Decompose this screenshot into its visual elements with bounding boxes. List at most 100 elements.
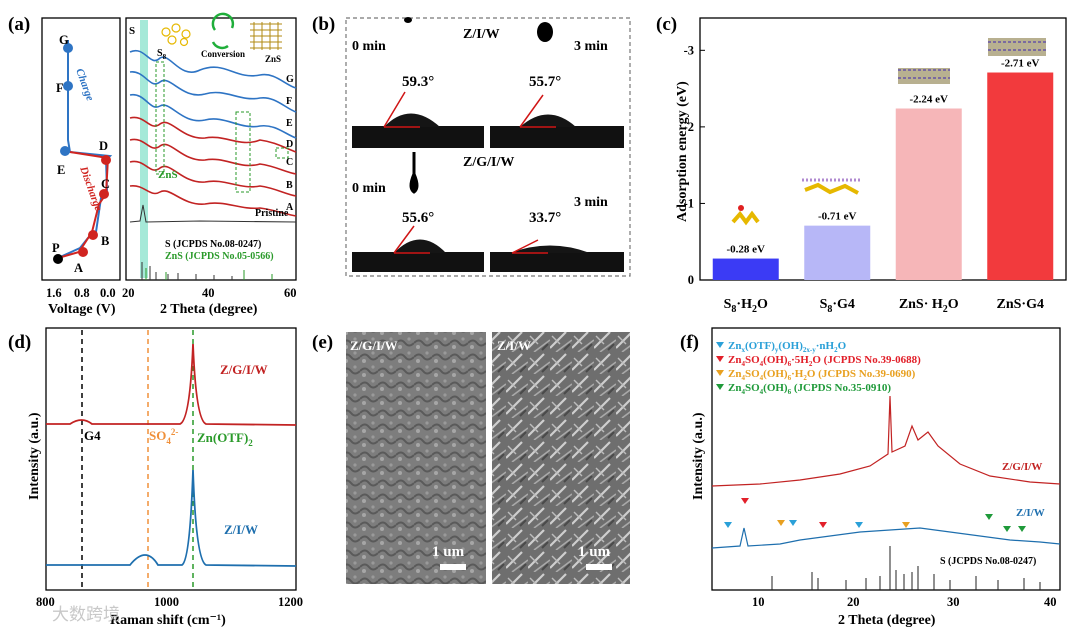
svg-text:60: 60 xyxy=(284,286,297,300)
point-c xyxy=(99,189,109,199)
angle-593: 59.3° xyxy=(402,74,434,90)
bar-value-label-2: -0.71 eV xyxy=(818,211,857,223)
svg-text:800: 800 xyxy=(36,595,55,609)
sem-right-title: Z/I/W xyxy=(497,338,531,353)
panel-d-axes xyxy=(45,327,297,591)
svg-text:Zn4SO4(OH)6 (JCPDS No.35-0910): Zn4SO4(OH)6 (JCPDS No.35-0910) xyxy=(728,382,891,396)
svg-text:C: C xyxy=(101,177,110,191)
panel-d-ylabel: Intensity (a.u.) xyxy=(27,412,42,500)
scale-left-text: 1 um xyxy=(432,544,465,560)
svg-text:B: B xyxy=(286,180,293,191)
xrd-curves xyxy=(129,49,297,223)
svg-text:ZnS: ZnS xyxy=(265,54,281,64)
svg-text:E: E xyxy=(57,163,65,177)
droplet-falling xyxy=(409,152,419,194)
panel-c-yticks: 0 -1 -2 -3 xyxy=(684,43,705,287)
svg-text:10: 10 xyxy=(752,595,765,609)
xrd-f-top-label: Z/G/I/W xyxy=(1002,461,1042,473)
panel-a-xrd-axes xyxy=(125,17,297,281)
sem-left-title: Z/G/I/W xyxy=(350,338,398,353)
y-tick-label-2: -2 xyxy=(684,120,694,134)
point-b xyxy=(88,230,98,240)
panel-f-axes xyxy=(711,327,1061,591)
xrd-f-markers xyxy=(724,498,1026,532)
bar-1 xyxy=(712,258,779,280)
raman-top-label: Z/G/I/W xyxy=(220,362,268,377)
legend-row-0: Znx(OTF)y(OH)2x-y·nH2O xyxy=(716,340,847,354)
so4-label: SO42- xyxy=(149,427,178,446)
panel-f-legend: Znx(OTF)y(OH)2x-y·nH2O Zn4SO4(OH)6·5H2O … xyxy=(716,340,921,396)
bar-2 xyxy=(804,225,871,280)
panel-a-left-xlabel: Voltage (V) xyxy=(48,302,116,317)
panel-c-axes xyxy=(699,17,1067,281)
xrd-f-zgiw-curve xyxy=(711,395,1061,487)
panel-c-xlabels: S8·H2O S8·G4 ZnS· H2O ZnS·G4 xyxy=(724,297,1044,315)
zi-w-title: Z/I/W xyxy=(463,27,500,42)
svg-text:E: E xyxy=(286,118,293,129)
sem-image-zgiw xyxy=(346,332,486,584)
panel-c-label: (c) xyxy=(656,14,677,35)
time-3-bottom: 3 min xyxy=(574,195,608,210)
zns-peak-box-2 xyxy=(235,111,251,193)
drop-top-right xyxy=(520,114,576,127)
bar-value-label-1: -0.28 eV xyxy=(727,244,766,256)
svg-text:1.6: 1.6 xyxy=(46,286,62,300)
panel-f-label: (f) xyxy=(680,332,699,353)
s-reference-ticks xyxy=(141,262,233,280)
bar-4 xyxy=(987,72,1054,280)
point-e xyxy=(60,146,70,156)
raman-zgiw-curve xyxy=(46,343,297,426)
raman-ziw-curve xyxy=(46,469,297,567)
angle-line-2 xyxy=(519,94,544,128)
panel-f-ylabel: Intensity (a.u.) xyxy=(691,412,706,500)
s-highlight-band xyxy=(140,20,148,278)
panel-c-bars: -0.28 eV -0.71 eV -2.24 eV -2.71 eV xyxy=(712,58,1054,280)
panel-d-xlabel: Raman shift (cm⁻¹) xyxy=(110,613,226,628)
angle-556: 55.6° xyxy=(402,210,434,226)
svg-text:40: 40 xyxy=(1044,595,1057,609)
panel-c-ylabel: Adsorption energy (eV) xyxy=(675,81,690,222)
svg-text:C: C xyxy=(286,157,293,168)
svg-text:30: 30 xyxy=(947,595,960,609)
substrate-bottom-right xyxy=(490,252,624,272)
raman-bottom-label: Z/I/W xyxy=(224,522,258,537)
panel-d-label: (d) xyxy=(8,332,31,353)
watermark: 大数跨境 xyxy=(52,605,120,624)
angle-line-4 xyxy=(511,239,548,254)
point-d xyxy=(101,155,111,165)
angle-557: 55.7° xyxy=(529,74,561,90)
time-0-bottom: 0 min xyxy=(352,181,386,196)
svg-text:Conversion: Conversion xyxy=(201,49,245,59)
panel-a-right-xlabel: 2 Theta (degree) xyxy=(160,302,258,317)
panel-c-molecule-insets xyxy=(731,38,1046,226)
s-jcpds-ref: S (JCPDS No.08-0247) xyxy=(165,239,261,250)
legend-row-3: Zn4SO4(OH)6 (JCPDS No.35-0910) xyxy=(716,382,891,396)
svg-text:Zn4SO4(OH)6·H2O (JCPDS No.39-0: Zn4SO4(OH)6·H2O (JCPDS No.39-0690) xyxy=(728,368,916,382)
drop-top-left xyxy=(384,113,440,127)
point-g xyxy=(63,43,73,53)
svg-text:Zn4SO4(OH)6·5H2O (JCPDS No.39-: Zn4SO4(OH)6·5H2O (JCPDS No.39-0688) xyxy=(728,354,921,368)
panel-a-voltage-axes xyxy=(41,17,121,281)
zns-jcpds-ref: ZnS (JCPDS No.05-0566) xyxy=(165,251,274,262)
panel-f-xticks: 10 20 30 40 xyxy=(752,595,1057,609)
svg-text:P: P xyxy=(52,241,60,255)
s-mark: S xyxy=(129,25,135,37)
angle-line-3 xyxy=(393,225,430,254)
point-p xyxy=(53,254,63,264)
angle-337: 33.7° xyxy=(529,210,561,226)
panel-a-right-xticks: 20 40 60 xyxy=(122,286,297,300)
scale-bar-left xyxy=(440,564,466,570)
svg-text:B: B xyxy=(101,234,109,248)
panel-a-left-xticks: 1.6 0.8 0.0 xyxy=(46,286,116,300)
point-f xyxy=(63,81,73,91)
zg-i-w-title: Z/G/I/W xyxy=(463,155,514,170)
svg-text:Znx(OTF)y(OH)2x-y·nH2O: Znx(OTF)y(OH)2x-y·nH2O xyxy=(728,340,847,354)
svg-text:Pristine: Pristine xyxy=(255,208,289,219)
charge-text: Charge xyxy=(73,67,96,103)
category-label-1: S8·H2O xyxy=(724,297,768,315)
g4-label: G4 xyxy=(84,428,101,443)
bar-3 xyxy=(895,108,962,280)
conversion-inset: S8 Conversion ZnS xyxy=(157,12,282,64)
svg-text:40: 40 xyxy=(202,286,215,300)
